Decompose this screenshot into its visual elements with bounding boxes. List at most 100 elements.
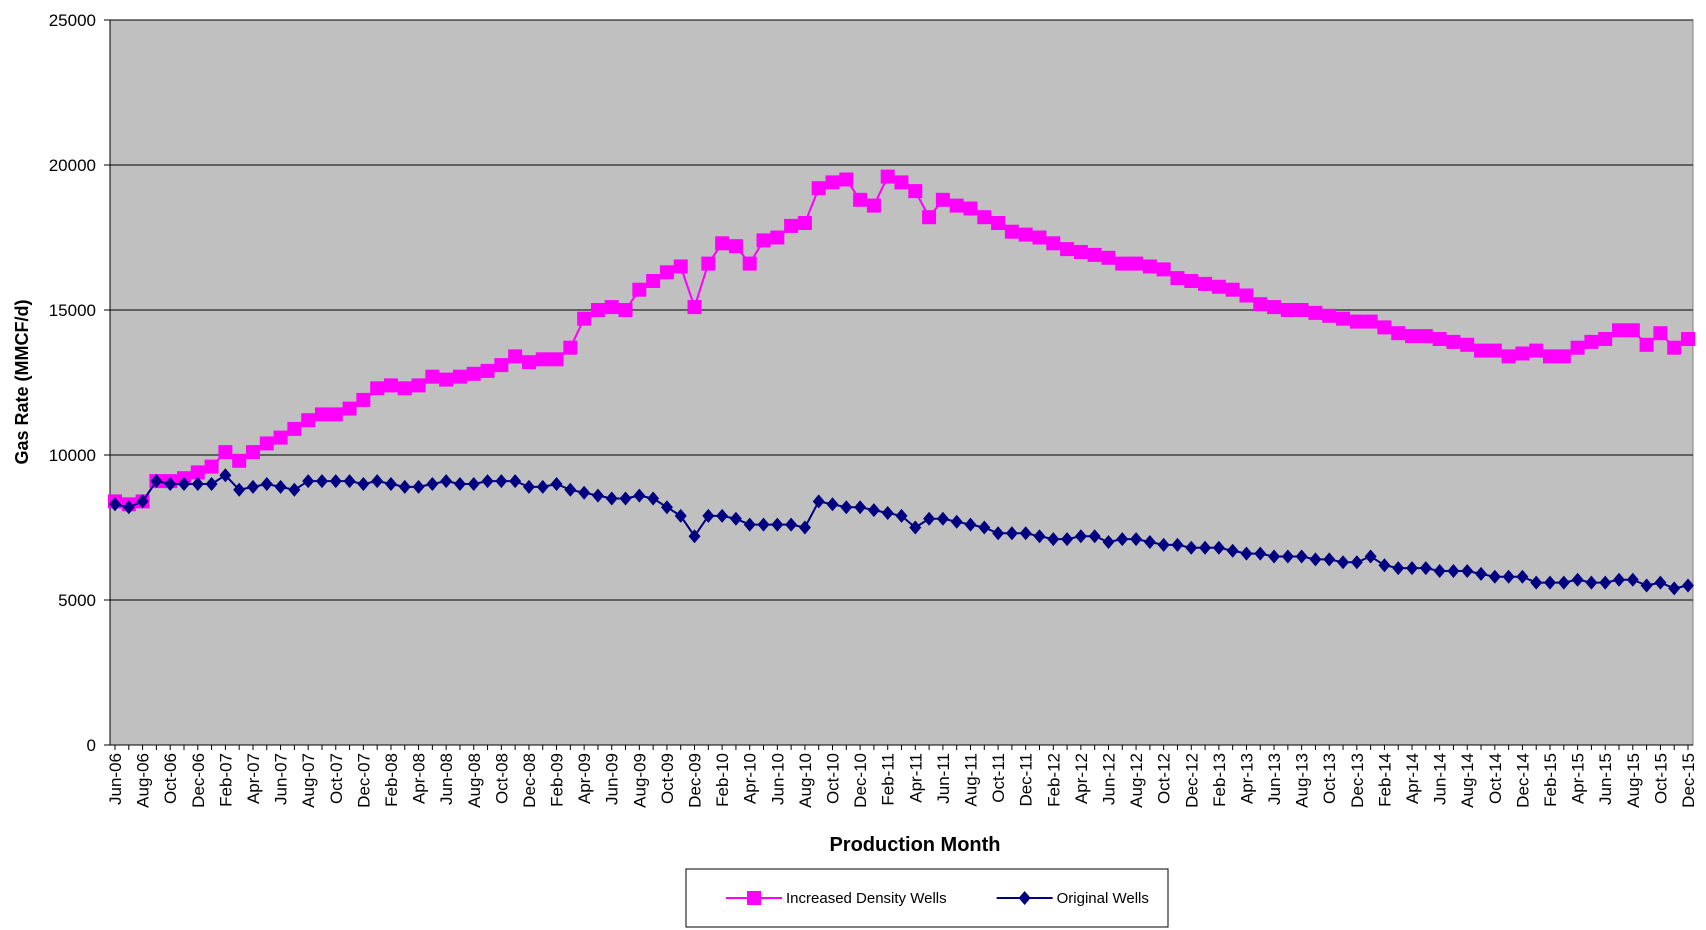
data-point	[1418, 329, 1433, 344]
data-point	[1571, 572, 1584, 587]
data-point	[1613, 572, 1626, 587]
data-point	[1061, 532, 1074, 547]
x-tick-label: Aug-13	[1293, 753, 1312, 808]
y-tick-label: 20000	[49, 156, 96, 175]
data-point	[274, 479, 287, 494]
data-point	[1667, 340, 1682, 355]
x-tick-label: Aug-12	[1127, 753, 1146, 808]
data-point	[840, 500, 853, 515]
x-axis-title: Production Month	[829, 834, 1000, 856]
x-tick-label: Dec-12	[1182, 753, 1201, 808]
data-point	[1046, 236, 1061, 251]
data-point	[1653, 326, 1668, 341]
data-point	[1406, 561, 1419, 576]
data-point	[1171, 537, 1184, 552]
data-point	[1529, 343, 1544, 358]
data-point	[1130, 532, 1143, 547]
data-point	[370, 381, 385, 396]
data-point	[1170, 271, 1185, 286]
data-point	[204, 459, 219, 474]
data-point	[1639, 337, 1654, 352]
data-point	[591, 488, 604, 503]
data-point	[302, 474, 315, 489]
x-tick-label: Apr-12	[1072, 753, 1091, 804]
data-point	[1654, 575, 1667, 590]
data-point	[1322, 308, 1337, 323]
x-tick-label: Jun-06	[106, 753, 125, 805]
data-point	[1515, 346, 1530, 361]
data-point	[1612, 323, 1627, 338]
data-point	[1516, 569, 1529, 584]
data-point	[992, 526, 1005, 541]
data-point	[343, 474, 356, 489]
data-point	[1570, 340, 1585, 355]
data-point	[964, 517, 977, 532]
x-tick-label: Aug-07	[299, 753, 318, 808]
data-point	[728, 239, 743, 254]
x-tick-label: Jun-09	[603, 753, 622, 805]
data-point	[756, 233, 771, 248]
data-point	[825, 175, 840, 190]
data-point	[314, 407, 329, 422]
data-point	[467, 477, 480, 491]
data-point	[687, 300, 702, 315]
data-point	[246, 479, 259, 494]
x-tick-label: Oct-07	[327, 753, 346, 804]
data-point	[881, 506, 894, 520]
x-tick-label: Aug-09	[630, 753, 649, 808]
x-tick-label: Oct-15	[1651, 753, 1670, 804]
x-tick-label: Dec-14	[1513, 753, 1532, 808]
data-point	[564, 482, 577, 497]
data-point	[1585, 575, 1598, 590]
data-point	[1225, 282, 1240, 297]
data-point	[1199, 540, 1212, 555]
data-point	[1184, 274, 1199, 288]
legend-label: Original Wells	[1057, 890, 1149, 907]
x-tick-label: Apr-11	[906, 753, 925, 803]
x-tick-label: Oct-12	[1155, 753, 1174, 804]
x-tick-label: Aug-11	[961, 753, 980, 807]
data-point	[453, 477, 466, 491]
data-point	[646, 274, 661, 288]
data-point	[1405, 329, 1420, 344]
data-point	[1556, 349, 1571, 364]
data-point	[1019, 526, 1032, 541]
data-point	[854, 500, 867, 515]
x-tick-label: Jun-15	[1596, 753, 1615, 805]
data-point	[660, 500, 673, 515]
data-point	[977, 210, 992, 225]
data-point	[1254, 546, 1267, 561]
data-point	[839, 172, 854, 187]
data-point	[191, 477, 204, 491]
data-point	[1363, 314, 1378, 329]
data-point	[218, 445, 233, 460]
x-tick-label: Apr-08	[410, 753, 429, 804]
x-tick-label: Dec-06	[189, 753, 208, 808]
data-point	[1294, 303, 1309, 317]
data-point	[122, 500, 135, 515]
data-point	[1267, 300, 1282, 315]
data-point	[136, 494, 149, 509]
x-tick-label: Feb-15	[1541, 753, 1560, 807]
y-tick-label: 10000	[49, 446, 96, 465]
data-point	[164, 477, 177, 491]
data-point	[1668, 581, 1681, 596]
data-point	[273, 430, 288, 445]
x-tick-label: Jun-07	[272, 753, 291, 805]
data-point	[495, 474, 508, 489]
data-point	[633, 488, 646, 503]
data-point	[1530, 575, 1543, 590]
data-point	[259, 436, 274, 451]
data-point	[509, 474, 522, 489]
data-point	[1487, 343, 1502, 358]
x-tick-label: Apr-07	[244, 753, 263, 804]
data-point	[785, 517, 798, 532]
data-point	[1074, 529, 1087, 544]
data-point	[1419, 561, 1432, 576]
data-point	[894, 175, 909, 190]
x-tick-label: Oct-14	[1486, 753, 1505, 804]
x-tick-label: Apr-09	[575, 753, 594, 804]
data-point	[287, 421, 302, 436]
data-point	[260, 477, 273, 491]
x-tick-label: Oct-11	[989, 753, 1008, 803]
